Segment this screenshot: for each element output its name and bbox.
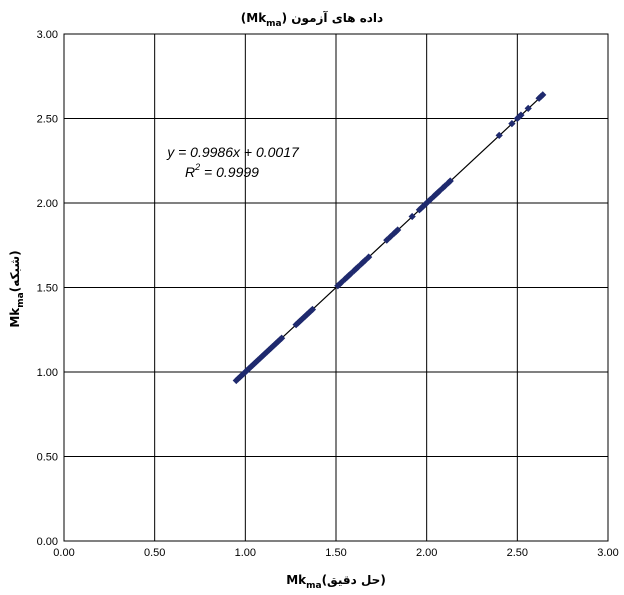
data-point [386, 233, 395, 241]
y-tick-label: 1.50 [37, 283, 58, 295]
x-tick-label: 2.00 [416, 547, 437, 559]
y-axis-title: Mkma(شبکه) [8, 250, 26, 327]
chart-title: (Mkma) داده های آزمون [241, 10, 383, 29]
data-point [426, 195, 434, 204]
data-point [435, 187, 443, 195]
data-point [441, 182, 449, 190]
data-point [446, 177, 454, 185]
x-tick-label: 1.00 [235, 547, 256, 559]
x-tick-label: 0.00 [53, 547, 74, 559]
x-axis-title: Mkma(حل دقیق) [286, 573, 386, 591]
data-point [508, 119, 516, 128]
x-tick-label: 2.50 [507, 547, 528, 559]
tick-labels: 0.00 0.50 1.00 1.50 2.00 2.50 3.00 0.00 0.50 1.00… [37, 29, 619, 559]
data-point [408, 212, 416, 221]
data-point [346, 270, 355, 278]
y-tick-label: 1.00 [37, 367, 58, 379]
data-point [495, 131, 503, 140]
data-point [394, 226, 402, 234]
r-squared-label: R2 = 0.9999 [185, 162, 259, 180]
data-point [524, 104, 532, 112]
data-point [337, 278, 346, 287]
x-tick-label: 1.50 [325, 547, 346, 559]
y-tick-label: 0.50 [37, 452, 58, 464]
y-tick-label: 0.00 [37, 536, 58, 548]
data-point [539, 91, 547, 99]
y-tick-label: 2.50 [37, 114, 58, 126]
data-point [361, 256, 369, 265]
data-point [517, 111, 525, 119]
plot-frame [63, 33, 609, 542]
y-tick-label: 3.00 [37, 29, 58, 41]
data-point [308, 305, 317, 314]
trendline-equation: y = 0.9986x + 0.0017 [166, 144, 300, 160]
x-tick-label: 3.00 [597, 547, 618, 559]
data-point [354, 263, 362, 271]
y-tick-label: 2.00 [37, 198, 58, 210]
gridlines [63, 33, 609, 542]
data-point [277, 334, 286, 342]
data-points [232, 91, 547, 385]
x-tick-label: 0.50 [144, 547, 165, 559]
data-point [383, 236, 391, 244]
data-point [365, 253, 373, 261]
